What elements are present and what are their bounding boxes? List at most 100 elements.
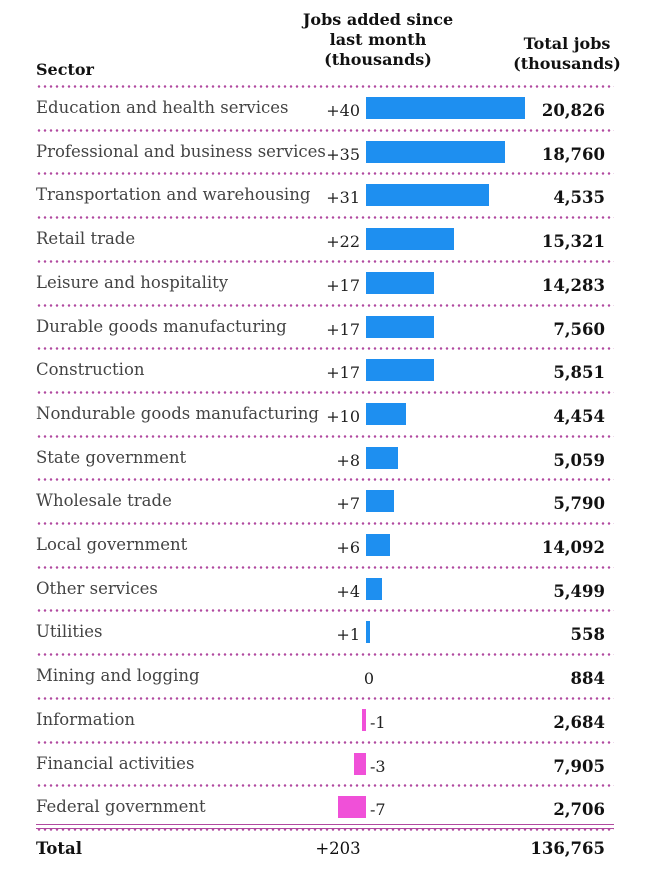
header-total-jobs: Total jobs (thousands): [505, 34, 629, 74]
table-row: Utilities +1 558: [0, 612, 645, 656]
jobs-added-value: -7: [370, 800, 386, 820]
bar: [366, 315, 434, 338]
total-added: +203: [315, 839, 361, 858]
table-row: Education and health services +40 20,826: [0, 88, 645, 132]
row-divider: [36, 565, 614, 569]
table-row: Mining and logging 0 884: [0, 656, 645, 700]
sector-name: Mining and logging: [36, 666, 200, 686]
row-divider: [36, 303, 614, 307]
total-jobs-value: 2,684: [553, 712, 605, 732]
row-divider: [36, 827, 614, 831]
table-row: Wholesale trade +7 5,790: [0, 481, 645, 525]
bar: [366, 359, 434, 382]
row-divider: [36, 259, 614, 263]
bar: [362, 708, 366, 731]
row-divider: [36, 216, 614, 220]
sector-name: State government: [36, 447, 187, 467]
jobs-added-value: +4: [336, 581, 360, 601]
row-divider: [36, 434, 614, 438]
row-divider: [36, 347, 614, 351]
total-divider-bottom: [36, 828, 614, 829]
jobs-added-value: -1: [370, 712, 386, 732]
total-jobs-value: 2,706: [553, 800, 605, 820]
table-row: Leisure and hospitality +17 14,283: [0, 263, 645, 307]
bar: [338, 796, 366, 819]
total-divider-top: [36, 824, 614, 825]
bar: [366, 534, 390, 556]
bar: [366, 621, 370, 644]
sector-name: Other services: [36, 578, 158, 598]
sector-name: Local government: [36, 535, 188, 554]
table-row: Financial activities -3 7,905: [0, 744, 645, 788]
table-row: Construction +17 5,851: [0, 350, 645, 394]
table-row: Transportation and warehousing +31 4,535: [0, 175, 645, 219]
sector-name: Utilities: [36, 622, 103, 642]
total-jobs-value: 5,790: [553, 494, 605, 514]
total-jobs-value: 4,454: [553, 406, 605, 426]
jobs-added-value: +35: [326, 144, 360, 164]
table-row: Information -1 2,684: [0, 700, 645, 744]
total-jobs-value: 15,321: [541, 232, 605, 252]
total-jobs: 136,765: [530, 839, 605, 858]
row-divider: [36, 85, 614, 88]
bar: [366, 490, 394, 513]
total-jobs-value: 14,092: [541, 538, 605, 557]
sector-name: Professional and business services: [36, 141, 326, 161]
bar: [366, 271, 434, 294]
jobs-added-value: +17: [326, 319, 360, 339]
row-divider: [36, 784, 614, 788]
jobs-added-value: 0: [363, 669, 375, 689]
table-row: Nondurable goods manufacturing +10 4,454: [0, 394, 645, 438]
bar: [366, 184, 490, 207]
sector-name: Wholesale trade: [36, 491, 172, 511]
row-divider: [36, 478, 614, 482]
bar: [354, 752, 366, 775]
bar: [366, 228, 454, 251]
header-total-line2: (thousands): [513, 54, 621, 73]
jobs-added-value: +6: [336, 538, 360, 557]
jobs-added-value: +17: [326, 275, 360, 295]
total-jobs-value: 7,905: [553, 756, 605, 776]
sector-name: Education and health services: [36, 98, 289, 117]
jobs-added-value: +31: [326, 188, 360, 208]
table-row: Other services +4 5,499: [0, 569, 645, 613]
row-divider: [36, 696, 614, 700]
table-row: Local government +6 14,092: [0, 525, 645, 569]
header-jobs-added: Jobs added since last month (thousands): [292, 10, 464, 70]
total-jobs-value: 4,535: [553, 188, 605, 208]
row-divider: [36, 740, 614, 744]
total-jobs-value: 20,826: [541, 101, 605, 120]
table-row: Professional and business services +35 18,…: [0, 132, 645, 176]
sector-name: Construction: [36, 360, 145, 380]
header-total-line1: Total jobs: [523, 34, 611, 53]
total-jobs-value: 7,560: [553, 319, 605, 339]
sector-name: Federal government: [36, 797, 206, 817]
total-label: Total: [36, 839, 82, 858]
sector-name: Leisure and hospitality: [36, 272, 229, 292]
total-jobs-value: 18,760: [541, 144, 605, 164]
jobs-added-value: +22: [326, 232, 360, 252]
bar: [366, 577, 382, 600]
bar: [366, 97, 526, 119]
header-sector: Sector: [36, 60, 94, 79]
row-divider: [36, 522, 614, 525]
row-divider: [36, 172, 614, 176]
jobs-added-value: +8: [336, 450, 360, 470]
total-jobs-value: 558: [570, 625, 605, 645]
total-jobs-value: 5,851: [553, 363, 605, 383]
header-jobs-added-line3: (thousands): [324, 50, 432, 69]
sector-name: Durable goods manufacturing: [36, 316, 287, 336]
table-row: Retail trade +22 15,321: [0, 219, 645, 263]
header-jobs-added-line1: Jobs added since: [302, 10, 454, 29]
jobs-added-value: +40: [326, 101, 360, 120]
jobs-added-value: +1: [336, 625, 360, 645]
table-row: Federal government -7 2,706: [0, 787, 645, 831]
total-jobs-value: 14,283: [541, 275, 605, 295]
total-jobs-value: 5,059: [553, 450, 605, 470]
bar: [366, 402, 406, 425]
table-row: State government +8 5,059: [0, 438, 645, 482]
jobs-added-value: +17: [326, 363, 360, 383]
jobs-added-value: +10: [326, 406, 360, 426]
row-divider: [36, 609, 614, 613]
bar: [366, 140, 506, 163]
